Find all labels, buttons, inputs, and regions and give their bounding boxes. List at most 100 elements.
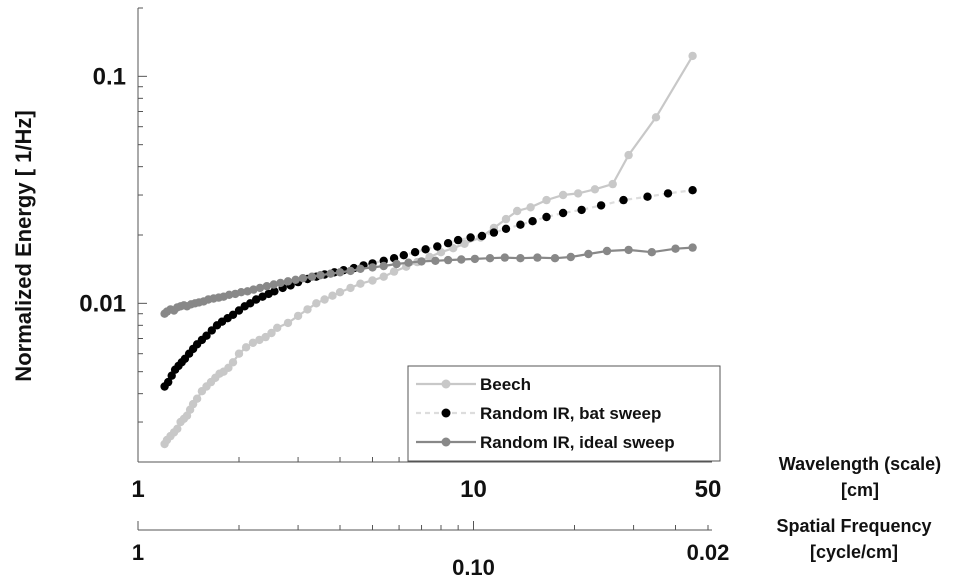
data-point: [443, 239, 453, 248]
data-point: [252, 295, 261, 304]
data-point: [246, 299, 255, 308]
data-point: [526, 203, 535, 212]
data-point: [303, 305, 312, 314]
data-point: [346, 283, 355, 293]
data-point: [501, 224, 511, 233]
data-point: [590, 185, 600, 194]
data-point: [647, 248, 656, 257]
data-point: [241, 343, 251, 352]
data-point: [404, 258, 413, 267]
data-point: [335, 288, 345, 297]
x-axis-title: Wavelength (scale): [779, 454, 941, 474]
data-point: [457, 255, 466, 264]
data-point: [566, 252, 575, 262]
secondary-x-axis-unit: [cycle/cm]: [810, 542, 898, 562]
data-point: [273, 323, 282, 332]
data-point: [307, 272, 317, 281]
data-point: [293, 311, 303, 321]
data-point: [228, 358, 238, 367]
data-point: [558, 190, 568, 200]
data-point: [249, 285, 258, 294]
x-tick-label: 50: [695, 476, 722, 503]
data-point: [470, 254, 480, 264]
data-point: [346, 266, 355, 276]
data-point: [516, 220, 525, 229]
data-point: [261, 332, 270, 342]
data-point: [602, 246, 612, 256]
data-point: [270, 287, 279, 296]
data-point: [202, 331, 211, 340]
data-point: [269, 280, 278, 289]
data-point: [584, 249, 593, 259]
data-point: [379, 272, 388, 281]
data-point: [624, 245, 633, 255]
data-point: [164, 377, 173, 387]
data-point: [312, 299, 321, 308]
data-point: [533, 253, 542, 262]
data-point: [688, 243, 697, 252]
data-point: [624, 150, 633, 160]
data-point: [573, 189, 583, 198]
data-point: [237, 288, 246, 297]
data-point: [283, 277, 293, 286]
data-point: [485, 254, 495, 263]
tick-labels: 1 10 50 1 0.10 0.02 0.1 0.01: [79, 63, 729, 580]
legend-marker: [441, 379, 451, 389]
data-point: [392, 259, 401, 269]
data-point: [460, 239, 469, 248]
data-point: [663, 189, 673, 198]
data-point: [267, 328, 276, 338]
data-point: [399, 251, 408, 260]
y-axis-title: Normalized Energy [ 1/Hz]: [11, 110, 36, 381]
data-point: [651, 113, 661, 122]
x-axis-unit: [cm]: [841, 480, 879, 500]
data-point: [228, 310, 238, 319]
data-point: [516, 254, 525, 263]
legend-label: Random IR, ideal sweep: [480, 433, 675, 452]
data-point: [671, 244, 680, 253]
data-point: [501, 214, 511, 224]
data-point: [368, 263, 377, 272]
data-point: [234, 349, 244, 358]
data-point: [608, 179, 617, 189]
legend-label: Random IR, bat sweep: [480, 404, 661, 423]
data-point: [192, 394, 202, 403]
data-point: [248, 338, 258, 347]
data-point: [542, 212, 551, 222]
data-point: [291, 275, 300, 284]
legend-box: [407, 365, 721, 462]
data-point: [433, 242, 442, 251]
data-point: [276, 278, 285, 288]
minor-ticks: [137, 7, 709, 530]
legend: Beech Random IR, bat sweep Random IR, idea…: [407, 365, 721, 462]
legend-marker: [441, 408, 451, 418]
data-point: [513, 206, 522, 216]
legend-marker: [441, 437, 451, 447]
secondary-x-axis-title: Spatial Frequency: [776, 516, 931, 536]
data-point: [320, 295, 329, 304]
data-point: [417, 257, 426, 266]
data-point: [207, 326, 216, 335]
x-tick-label: 1: [131, 476, 144, 503]
data-point: [688, 186, 697, 195]
data-point: [283, 318, 293, 328]
data-point: [356, 279, 365, 288]
series-2: [160, 243, 697, 318]
data-point: [577, 205, 586, 215]
data-point: [335, 268, 345, 277]
data-point: [466, 233, 475, 242]
y-tick-label: 0.01: [79, 290, 126, 317]
data-point: [453, 235, 463, 245]
data-point: [316, 271, 325, 280]
data-point: [643, 192, 652, 201]
data-point: [410, 248, 420, 257]
data-point: [619, 195, 628, 205]
data-point: [328, 291, 337, 300]
data-point: [477, 231, 487, 241]
data-point: [500, 253, 509, 262]
data-point: [443, 255, 453, 265]
series-layer: [160, 51, 697, 449]
series-line: [163, 189, 693, 388]
data-point: [489, 228, 499, 237]
